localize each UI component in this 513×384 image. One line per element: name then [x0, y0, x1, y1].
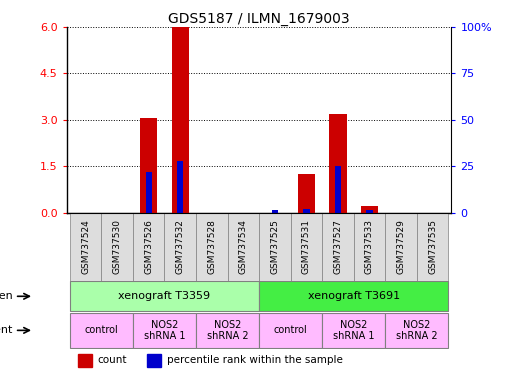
Bar [417, 213, 448, 281]
Text: NOS2
shRNA 2: NOS2 shRNA 2 [396, 319, 438, 341]
Bar [102, 213, 133, 281]
Bar [165, 213, 196, 281]
Bar [78, 354, 92, 367]
Text: GSM737532: GSM737532 [176, 219, 185, 274]
Bar [272, 210, 278, 213]
Title: GDS5187 / ILMN_1679003: GDS5187 / ILMN_1679003 [168, 12, 350, 26]
Bar [361, 206, 378, 213]
Text: control: control [85, 325, 119, 335]
Text: GSM737533: GSM737533 [365, 219, 374, 274]
Text: percentile rank within the sample: percentile rank within the sample [167, 355, 343, 365]
Text: NOS2
shRNA 1: NOS2 shRNA 1 [333, 319, 374, 341]
Text: GSM737525: GSM737525 [270, 219, 280, 274]
Bar [148, 354, 161, 367]
Bar [298, 174, 315, 213]
Bar [329, 114, 347, 213]
Bar [196, 313, 259, 348]
Text: GSM737530: GSM737530 [113, 219, 122, 274]
Bar [133, 213, 165, 281]
Bar [70, 281, 259, 311]
Bar [177, 161, 183, 213]
Bar [228, 213, 259, 281]
Bar [196, 213, 228, 281]
Bar [259, 313, 322, 348]
Bar [335, 166, 341, 213]
Text: agent: agent [0, 325, 13, 335]
Bar [322, 313, 385, 348]
Bar [140, 118, 157, 213]
Text: control: control [274, 325, 307, 335]
Text: NOS2
shRNA 2: NOS2 shRNA 2 [207, 319, 248, 341]
Bar [70, 213, 102, 281]
Text: GSM737528: GSM737528 [207, 219, 216, 274]
Text: GSM737529: GSM737529 [397, 219, 405, 274]
Bar [290, 213, 322, 281]
Bar [70, 313, 133, 348]
Bar [385, 313, 448, 348]
Bar [133, 313, 196, 348]
Text: GSM737534: GSM737534 [239, 219, 248, 274]
Bar [146, 172, 152, 213]
Bar [259, 281, 448, 311]
Text: specimen: specimen [0, 291, 13, 301]
Bar [259, 213, 290, 281]
Bar [385, 213, 417, 281]
Bar [322, 213, 353, 281]
Text: GSM737527: GSM737527 [333, 219, 342, 274]
Text: xenograft T3691: xenograft T3691 [308, 291, 400, 301]
Text: count: count [97, 355, 127, 365]
Text: GSM737526: GSM737526 [144, 219, 153, 274]
Text: GSM737524: GSM737524 [81, 219, 90, 274]
Text: GSM737535: GSM737535 [428, 219, 437, 274]
Bar [171, 27, 189, 213]
Bar [353, 213, 385, 281]
Text: NOS2
shRNA 1: NOS2 shRNA 1 [144, 319, 185, 341]
Text: xenograft T3359: xenograft T3359 [119, 291, 210, 301]
Bar [366, 210, 372, 213]
Bar [303, 209, 309, 213]
Text: GSM737531: GSM737531 [302, 219, 311, 274]
